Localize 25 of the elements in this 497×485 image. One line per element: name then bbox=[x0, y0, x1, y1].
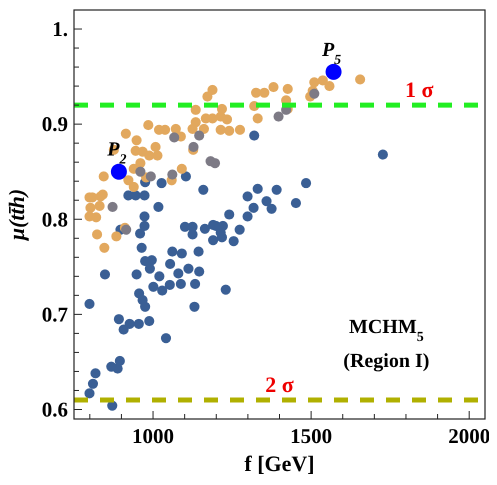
ref-line-label: 2 σ bbox=[265, 372, 294, 397]
point bbox=[309, 88, 320, 99]
y-tick-label: 0.9 bbox=[42, 112, 68, 136]
y-tick-label: 0.7 bbox=[42, 302, 68, 326]
x-tick-label: 2000 bbox=[448, 424, 490, 448]
point bbox=[169, 132, 180, 143]
y-tick-label: 0.8 bbox=[42, 207, 68, 232]
ref-line-label: 1 σ bbox=[405, 77, 434, 102]
annotation: MCHM$_{5}$ bbox=[348, 316, 424, 344]
annotation: P$_{5}$ bbox=[320, 38, 342, 68]
y-tick-label: 1. bbox=[52, 17, 68, 42]
point bbox=[146, 171, 156, 182]
point bbox=[273, 111, 284, 122]
y-tick-label: 0.6 bbox=[42, 397, 68, 422]
point bbox=[188, 142, 199, 152]
point bbox=[108, 202, 118, 212]
y-axis-title: μ(tt̄h) bbox=[4, 188, 29, 242]
x-tick-label: 1500 bbox=[290, 424, 332, 448]
annotation: (Region I) bbox=[343, 350, 430, 372]
x-tick-label: 1000 bbox=[132, 424, 174, 448]
point bbox=[135, 166, 146, 177]
x-axis-title: f [GeV] bbox=[244, 451, 315, 476]
point bbox=[206, 156, 216, 166]
point bbox=[194, 130, 204, 141]
point bbox=[167, 169, 178, 180]
